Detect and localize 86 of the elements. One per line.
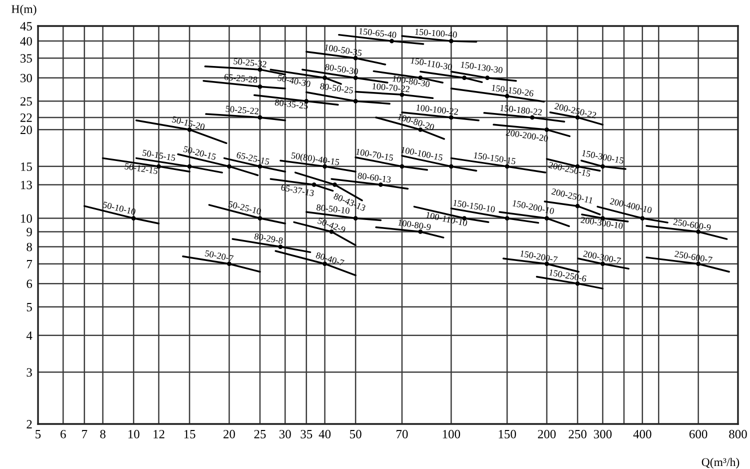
- y-axis-title: H(m): [12, 4, 36, 16]
- y-tick-label: 2: [26, 420, 32, 428]
- text: 80-40-7: [316, 252, 344, 266]
- text: 100-100-22: [416, 104, 458, 115]
- text: 50-20-7: [204, 250, 234, 262]
- text: 200-300-10: [580, 216, 624, 230]
- text: 200-300-7: [583, 250, 622, 264]
- x-tick-label: 40: [318, 430, 331, 438]
- text: 50-12-15: [124, 163, 158, 174]
- x-tick-label: 300: [594, 430, 612, 438]
- text: 150-180-22: [500, 104, 542, 116]
- text: 50-42-9: [317, 217, 346, 234]
- text: 50-25-10: [228, 200, 262, 215]
- x-tick-label: 35: [300, 430, 312, 438]
- series-label: 50-25-22: [226, 106, 259, 114]
- x-axis-title: Q(m³/h): [702, 458, 740, 469]
- text: 80-50-25: [320, 82, 354, 94]
- x-tick-label: 15: [184, 430, 196, 438]
- y-tick-label: 5: [26, 303, 32, 312]
- text: 150-130-30: [460, 61, 503, 74]
- x-tick-label: 8: [100, 430, 106, 438]
- x-tick-label: 100: [442, 430, 460, 438]
- text: 100-50-35: [324, 44, 362, 56]
- x-tick-label: 200: [538, 430, 556, 438]
- text: 80-50-30: [324, 64, 358, 75]
- x-tick-label: 20: [224, 430, 235, 438]
- y-tick-label: 45: [20, 22, 32, 30]
- x-tick-label: 25: [254, 430, 266, 438]
- text: 65-25-15: [236, 152, 270, 165]
- x-tick-label: 12: [154, 430, 164, 438]
- x-tick-label: 800: [729, 430, 747, 438]
- y-tick-label: 6: [26, 280, 32, 288]
- y-tick-label: 35: [20, 54, 32, 63]
- x-tick-label: 250: [568, 430, 586, 438]
- text: 200-250-15: [548, 162, 591, 177]
- text: 80-35-25: [274, 99, 308, 110]
- x-tick-label: 10: [128, 430, 140, 438]
- y-tick-label: 15: [21, 162, 32, 171]
- text: 50-20-15: [183, 146, 216, 160]
- y-tick-label: 22: [20, 114, 32, 122]
- text: 50-15-20: [172, 116, 206, 130]
- text: 50-15-15: [142, 150, 176, 162]
- text: 100-70-15: [356, 148, 394, 161]
- y-tick-label: 3: [26, 368, 32, 377]
- text: 150-65-40: [359, 28, 396, 38]
- x-tick-label: 30: [279, 430, 291, 438]
- y-tick-label: 9: [26, 228, 32, 236]
- text: 200-250-22: [554, 102, 597, 118]
- text: 200-200-20: [506, 129, 548, 142]
- y-tick-label: 30: [20, 74, 32, 82]
- x-tick-label: 70: [396, 430, 408, 438]
- text: 250-600-9: [673, 218, 712, 231]
- y-tick-label: 25: [20, 97, 32, 106]
- x-tick-label: 150: [498, 430, 516, 438]
- text: 150-110-30: [410, 57, 452, 70]
- text: 80-60-13: [358, 172, 392, 183]
- text: 150-300-15: [582, 150, 624, 164]
- text: 100-100-15: [400, 146, 443, 161]
- x-tick-label: 6: [60, 430, 66, 438]
- text: 150-150-15: [474, 152, 516, 164]
- text: 150-250-6: [549, 269, 587, 282]
- text: 50-10-10: [102, 201, 136, 215]
- text: 50(80)-40-15: [290, 152, 340, 168]
- y-tick-label: 20: [20, 126, 32, 134]
- x-tick-label: 7: [82, 430, 88, 438]
- text: 65-25-28: [224, 74, 258, 83]
- text: 80-29-8: [254, 233, 284, 244]
- text: 150-150-10: [453, 200, 496, 213]
- y-tick-label: 40: [20, 37, 32, 46]
- text: 50-40-30: [277, 74, 311, 88]
- text: 150-200-7: [520, 250, 558, 263]
- y-tick-label: 8: [26, 242, 32, 252]
- x-tick-label: 50: [350, 430, 362, 438]
- y-tick-label: 10: [21, 214, 32, 223]
- y-tick-label: 7: [27, 260, 32, 268]
- x-tick-label: 600: [689, 430, 708, 438]
- y-tick-label: 13: [21, 180, 32, 190]
- series-label: 150-100-40: [415, 28, 458, 38]
- text: 150-150-26: [492, 84, 534, 97]
- x-tick-label: 5: [36, 430, 41, 438]
- x-tick-label: 400: [633, 430, 652, 438]
- text: 50-25-32: [234, 58, 267, 68]
- text: 250-600-7: [674, 250, 712, 264]
- text: 65-37-13: [280, 184, 314, 196]
- y-tick-label: 4: [26, 332, 32, 340]
- text: 200-400-10: [610, 198, 652, 214]
